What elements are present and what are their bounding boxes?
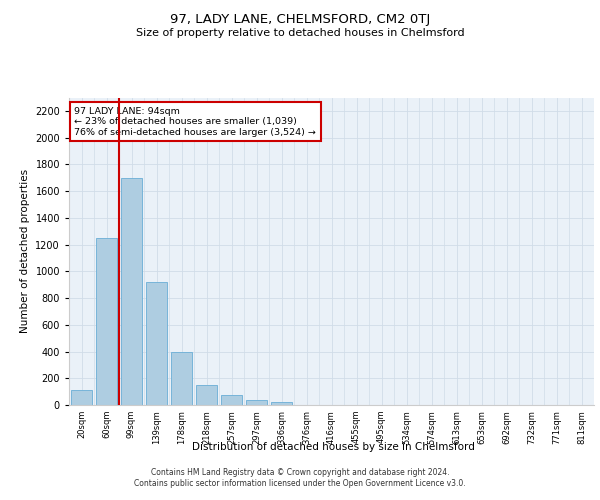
Bar xyxy=(71,390,92,405)
Text: Size of property relative to detached houses in Chelmsford: Size of property relative to detached ho… xyxy=(136,28,464,38)
Bar xyxy=(96,238,117,405)
Y-axis label: Number of detached properties: Number of detached properties xyxy=(20,169,29,334)
Bar xyxy=(246,400,267,405)
Bar xyxy=(121,178,142,405)
Text: 97 LADY LANE: 94sqm
← 23% of detached houses are smaller (1,039)
76% of semi-det: 97 LADY LANE: 94sqm ← 23% of detached ho… xyxy=(74,106,316,136)
Text: 97, LADY LANE, CHELMSFORD, CM2 0TJ: 97, LADY LANE, CHELMSFORD, CM2 0TJ xyxy=(170,12,430,26)
Bar xyxy=(271,402,292,405)
Bar xyxy=(146,282,167,405)
Bar xyxy=(221,396,242,405)
Text: Contains HM Land Registry data © Crown copyright and database right 2024.
Contai: Contains HM Land Registry data © Crown c… xyxy=(134,468,466,487)
Text: Distribution of detached houses by size in Chelmsford: Distribution of detached houses by size … xyxy=(191,442,475,452)
Bar xyxy=(171,352,192,405)
Bar xyxy=(196,385,217,405)
